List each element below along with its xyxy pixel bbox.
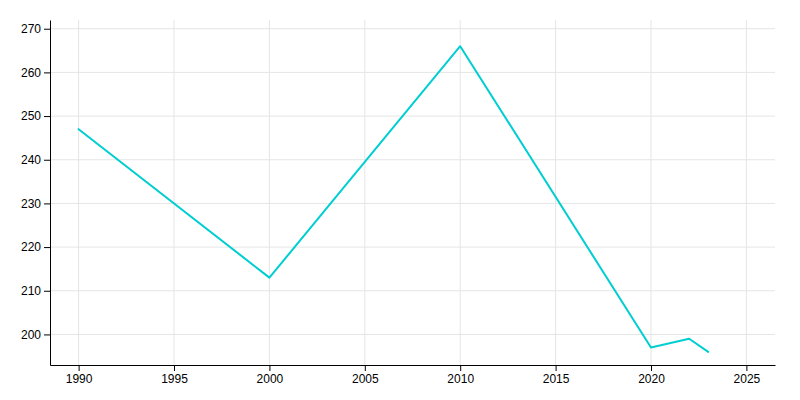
y-tick-label: 200 <box>21 328 41 342</box>
x-tick: 2000 <box>257 365 284 386</box>
x-tick-label: 2025 <box>734 372 761 386</box>
grid-line-x <box>364 20 365 365</box>
grid-line-x <box>650 20 651 365</box>
grid-line-y <box>50 28 775 29</box>
y-tick-label: 270 <box>21 22 41 36</box>
x-tick: 1995 <box>161 365 188 386</box>
x-tick-mark <box>651 365 652 371</box>
y-tick-mark <box>44 334 50 335</box>
x-tick: 2010 <box>447 365 474 386</box>
x-tick: 2005 <box>352 365 379 386</box>
x-tick: 2020 <box>638 365 665 386</box>
y-tick: 200 <box>21 328 50 342</box>
chart: 1990 1995 2000 2005 2010 2015 2020 2025 200 210 22… <box>0 0 800 400</box>
y-tick-label: 230 <box>21 197 41 211</box>
x-tick-mark <box>746 365 747 371</box>
grid-line-x <box>78 20 79 365</box>
y-tick-mark <box>44 160 50 161</box>
y-tick-mark <box>44 291 50 292</box>
grid-line-x <box>269 20 270 365</box>
y-tick: 270 <box>21 22 50 36</box>
grid-line-y <box>50 116 775 117</box>
y-tick-mark <box>44 116 50 117</box>
grid-line-x <box>555 20 556 365</box>
y-tick: 250 <box>21 109 50 123</box>
x-tick-label: 2000 <box>257 372 284 386</box>
grid-line-y <box>50 159 775 160</box>
y-tick-label: 260 <box>21 66 41 80</box>
x-tick-label: 2005 <box>352 372 379 386</box>
y-tick-mark <box>44 29 50 30</box>
x-tick-mark <box>556 365 557 371</box>
grid-line-y <box>50 247 775 248</box>
y-tick-mark <box>44 247 50 248</box>
y-axis: 200 210 220 230 240 250 260 270 <box>21 21 51 366</box>
chart-container: 1990 1995 2000 2005 2010 2015 2020 2025 200 210 22… <box>0 0 800 400</box>
grid-line-y <box>50 203 775 204</box>
x-axis-line <box>51 365 776 366</box>
y-tick-label: 250 <box>21 109 41 123</box>
x-tick-mark <box>174 365 175 371</box>
y-tick: 260 <box>21 66 50 80</box>
y-tick: 210 <box>21 284 50 298</box>
x-tick-label: 2015 <box>543 372 570 386</box>
x-tick-mark <box>79 365 80 371</box>
x-axis: 1990 1995 2000 2005 2010 2015 2020 2025 <box>51 365 776 386</box>
grid <box>50 20 775 365</box>
y-tick: 220 <box>21 240 50 254</box>
y-tick: 240 <box>21 153 50 167</box>
x-tick-mark <box>460 365 461 371</box>
grid-line-y <box>50 290 775 291</box>
grid-line-y <box>50 72 775 73</box>
grid-line-x <box>460 20 461 365</box>
data-line <box>79 46 709 352</box>
x-tick: 2025 <box>734 365 761 386</box>
x-tick-label: 2010 <box>447 372 474 386</box>
grid-line-x <box>174 20 175 365</box>
y-tick: 230 <box>21 197 50 211</box>
x-tick: 1990 <box>66 365 93 386</box>
y-tick-label: 240 <box>21 153 41 167</box>
plot-area <box>79 46 709 352</box>
y-tick-label: 210 <box>21 284 41 298</box>
y-tick-label: 220 <box>21 240 41 254</box>
x-tick-label: 1990 <box>66 372 93 386</box>
x-tick-mark <box>365 365 366 371</box>
grid-line-y <box>50 334 775 335</box>
y-tick-mark <box>44 72 50 73</box>
x-tick-label: 1995 <box>161 372 188 386</box>
x-tick-label: 2020 <box>638 372 665 386</box>
x-tick-mark <box>269 365 270 371</box>
y-tick-mark <box>44 203 50 204</box>
grid-line-x <box>746 20 747 365</box>
y-axis-line <box>50 21 51 366</box>
x-tick: 2015 <box>543 365 570 386</box>
